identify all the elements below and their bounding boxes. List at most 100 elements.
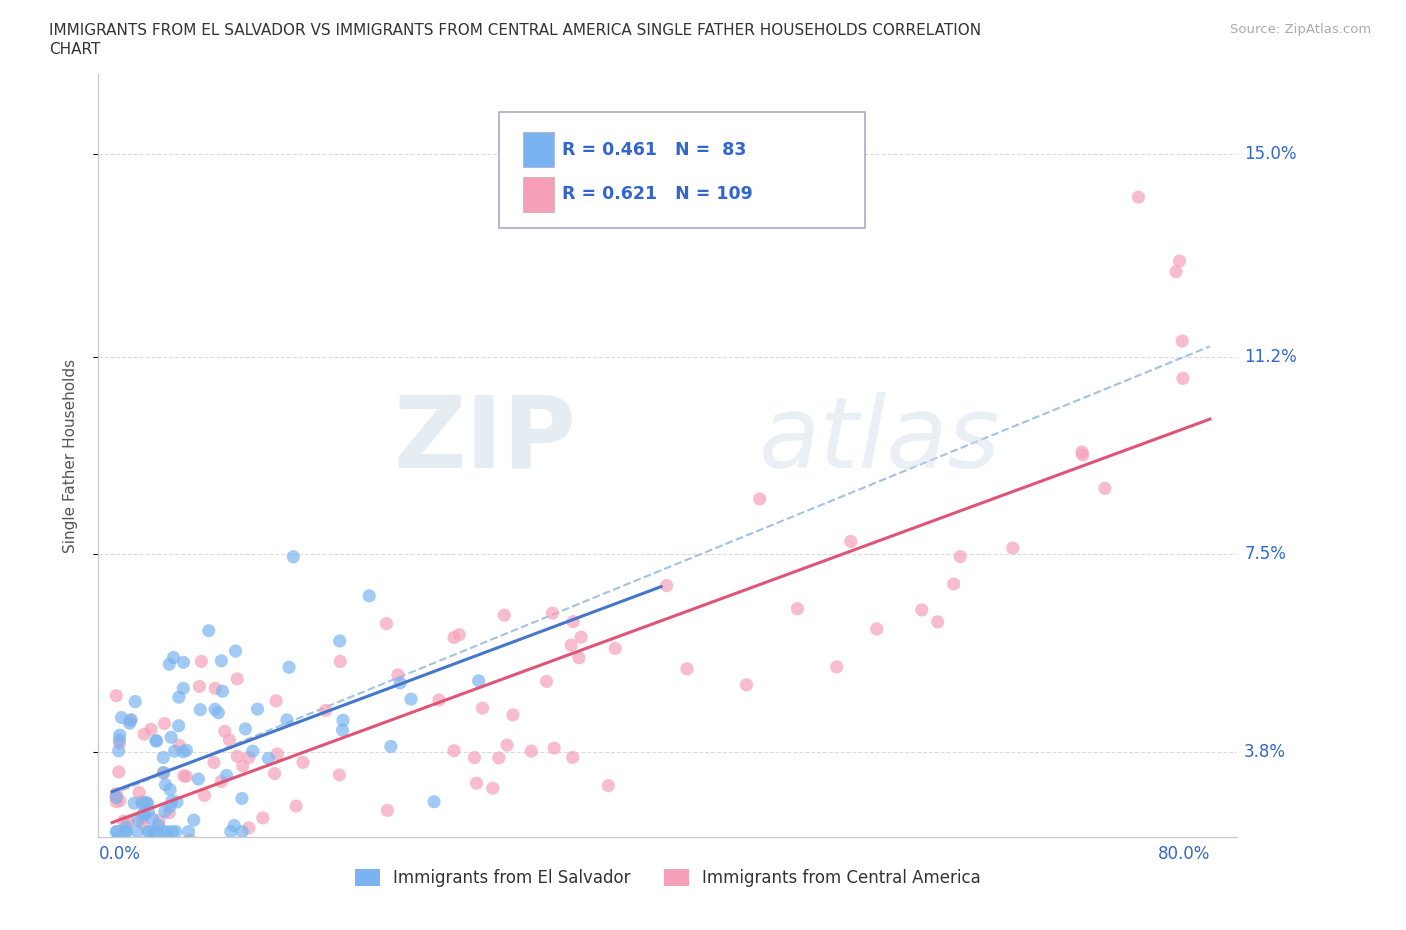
Text: 3.8%: 3.8% <box>1244 743 1286 761</box>
Point <box>494 607 516 622</box>
Point <box>162 650 184 665</box>
Text: IMMIGRANTS FROM EL SALVADOR VS IMMIGRANTS FROM CENTRAL AMERICA SINGLE FATHER HOU: IMMIGRANTS FROM EL SALVADOR VS IMMIGRANT… <box>49 23 981 38</box>
Point <box>114 824 136 839</box>
Point <box>328 767 350 782</box>
Point <box>128 785 150 800</box>
Point <box>160 794 183 809</box>
Text: atlas: atlas <box>759 392 1001 489</box>
Point <box>146 824 169 839</box>
Point <box>332 713 354 728</box>
Point <box>105 688 128 703</box>
Point <box>488 751 510 765</box>
Point <box>443 743 465 758</box>
Point <box>132 840 155 855</box>
Point <box>120 713 142 728</box>
Point <box>235 722 257 737</box>
Point <box>225 644 247 658</box>
Point <box>177 824 200 839</box>
Point <box>110 840 132 855</box>
Point <box>162 824 184 839</box>
Point <box>231 791 253 806</box>
Point <box>204 681 226 696</box>
Point <box>167 690 190 705</box>
Point <box>471 700 494 715</box>
Point <box>389 675 412 690</box>
Point <box>264 694 287 709</box>
Point <box>502 708 524 723</box>
Point <box>105 794 128 809</box>
Point <box>131 796 153 811</box>
Point <box>173 768 195 783</box>
Point <box>163 744 186 759</box>
Text: R = 0.461   N =  83: R = 0.461 N = 83 <box>562 140 747 159</box>
Point <box>159 782 181 797</box>
Point <box>568 650 591 665</box>
Point <box>155 777 177 792</box>
Point <box>226 749 249 764</box>
Point <box>242 744 264 759</box>
Point <box>108 733 131 748</box>
Point <box>132 840 155 855</box>
Point <box>105 824 128 839</box>
Point <box>131 794 153 809</box>
Point <box>152 751 174 765</box>
Point <box>427 693 450 708</box>
Point <box>598 778 620 793</box>
Point <box>481 781 503 796</box>
Point <box>105 790 128 805</box>
Point <box>204 702 226 717</box>
Point <box>467 673 489 688</box>
Point <box>329 633 352 648</box>
Point <box>219 824 242 839</box>
Text: CHART: CHART <box>49 42 101 57</box>
Point <box>127 813 149 828</box>
Point <box>105 786 128 801</box>
Point <box>359 589 381 604</box>
Point <box>292 755 315 770</box>
Text: 80.0%: 80.0% <box>1157 845 1209 863</box>
Point <box>134 726 156 741</box>
Point <box>136 840 159 855</box>
Point <box>1070 445 1092 459</box>
Point <box>187 772 209 787</box>
Point <box>543 740 565 755</box>
Point <box>157 657 180 671</box>
Point <box>252 810 274 825</box>
Point <box>218 733 240 748</box>
Point <box>148 817 170 832</box>
Point <box>226 671 249 686</box>
Point <box>169 738 191 753</box>
Point <box>153 716 176 731</box>
Text: 15.0%: 15.0% <box>1244 145 1296 164</box>
Point <box>207 705 229 720</box>
Point <box>120 712 142 727</box>
Point <box>107 743 129 758</box>
Point <box>179 832 201 847</box>
Point <box>214 724 236 738</box>
Point <box>167 718 190 733</box>
Point <box>1071 447 1094 462</box>
Point <box>786 602 808 617</box>
Point <box>285 799 308 814</box>
Point <box>942 577 965 591</box>
Point <box>131 811 153 826</box>
Text: 7.5%: 7.5% <box>1244 545 1286 564</box>
Point <box>145 734 167 749</box>
Point <box>211 684 233 698</box>
Text: R = 0.621   N = 109: R = 0.621 N = 109 <box>562 185 754 204</box>
Point <box>332 723 354 737</box>
Point <box>110 711 132 725</box>
Point <box>173 655 195 670</box>
Point <box>153 804 176 819</box>
Point <box>735 677 758 692</box>
Point <box>142 811 165 826</box>
Point <box>463 751 485 765</box>
Point <box>139 722 162 737</box>
Point <box>242 840 264 855</box>
Point <box>188 679 211 694</box>
Point <box>1164 264 1187 279</box>
Point <box>224 818 246 833</box>
Point <box>315 703 337 718</box>
Point <box>676 661 699 676</box>
Point <box>202 755 225 770</box>
